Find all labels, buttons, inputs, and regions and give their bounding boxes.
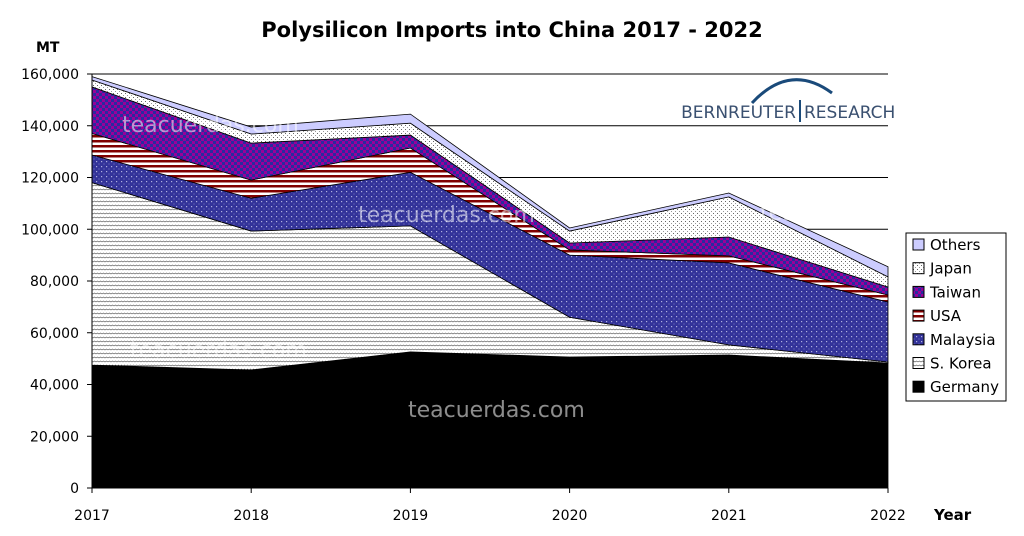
watermarks: teacuerdas.com teacuerdas.com teacuerdas.c… bbox=[122, 113, 937, 423]
legend-swatch bbox=[912, 262, 925, 275]
legend-label: Taiwan bbox=[929, 283, 981, 301]
y-tick-label: 140,000 bbox=[21, 119, 79, 135]
legend-item: Taiwan bbox=[912, 283, 981, 301]
watermark: teacuerdas.com bbox=[130, 338, 307, 363]
legend-label: USA bbox=[930, 307, 962, 325]
legend-label: Germany bbox=[930, 378, 999, 396]
x-axis-label: Year bbox=[933, 506, 972, 524]
watermark: teacuerdas.com bbox=[122, 113, 299, 138]
legend-item: USA bbox=[912, 307, 962, 325]
logo: BERNREUTER RESEARCH bbox=[681, 78, 895, 123]
logo-right: RESEARCH bbox=[804, 103, 895, 123]
y-tick-label: 80,000 bbox=[30, 274, 79, 290]
y-tick-label: 160,000 bbox=[21, 67, 79, 83]
legend-swatch bbox=[912, 285, 925, 298]
legend-swatch bbox=[912, 380, 925, 393]
watermark: teacuerdas.com bbox=[358, 203, 535, 228]
legend-label: Japan bbox=[929, 260, 972, 278]
legend-item: Japan bbox=[912, 260, 972, 278]
y-axis-label: MT bbox=[36, 40, 60, 56]
y-tick-label: 20,000 bbox=[30, 429, 79, 445]
area-others bbox=[91, 76, 889, 278]
y-tick-label: 0 bbox=[70, 481, 79, 497]
y-tick-label: 60,000 bbox=[30, 326, 79, 342]
watermark: teacuerdas.com bbox=[408, 398, 585, 423]
logo-left: BERNREUTER bbox=[681, 103, 796, 123]
chart-title: Polysilicon Imports into China 2017 - 20… bbox=[261, 18, 762, 42]
legend: Others Japan Taiwan USA Malaysia S. Korea Germ… bbox=[905, 232, 1007, 402]
legend-swatch bbox=[912, 357, 925, 369]
x-tick-label: 2022 bbox=[870, 508, 906, 524]
legend-swatch bbox=[912, 309, 925, 322]
legend-item: S. Korea bbox=[912, 355, 992, 373]
x-tick-label: 2019 bbox=[393, 508, 429, 524]
legend-swatch bbox=[912, 333, 925, 346]
y-tick-label: 40,000 bbox=[30, 378, 79, 394]
legend-label: S. Korea bbox=[930, 355, 992, 373]
y-tick-label: 100,000 bbox=[21, 222, 79, 238]
x-tick-label: 2017 bbox=[74, 508, 110, 524]
legend-item: Malaysia bbox=[912, 331, 996, 349]
legend-item: Germany bbox=[912, 378, 999, 396]
x-tick-label: 2021 bbox=[711, 508, 747, 524]
x-tick-label: 2020 bbox=[552, 508, 588, 524]
watermark: teacuerdas.com bbox=[760, 201, 937, 226]
x-tick-label: 2018 bbox=[233, 508, 269, 524]
legend-label: Others bbox=[930, 236, 981, 254]
legend-label: Malaysia bbox=[930, 331, 996, 349]
y-tick-label: 120,000 bbox=[21, 171, 79, 187]
legend-swatch bbox=[912, 238, 925, 251]
legend-item: Others bbox=[912, 236, 981, 254]
